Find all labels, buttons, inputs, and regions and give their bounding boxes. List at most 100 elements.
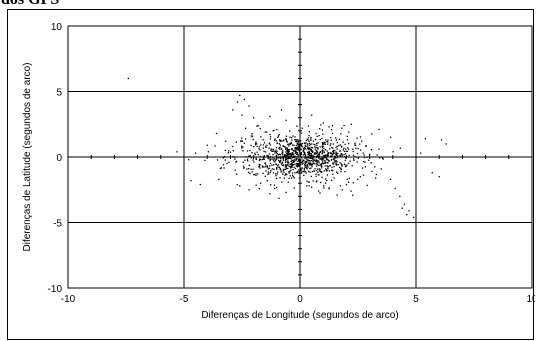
data-point [281,164,284,167]
data-point [229,151,232,153]
data-point [251,133,253,135]
data-point [243,98,246,101]
data-point [247,168,250,170]
data-point [240,140,242,142]
data-point [284,146,286,148]
data-point [285,152,288,155]
data-point [263,155,265,157]
data-point [364,145,367,147]
data-point [249,172,251,175]
data-point [307,139,309,141]
data-point [345,165,347,167]
data-point [335,153,337,156]
data-point [277,135,279,137]
x-tick-label: 5 [413,294,419,305]
data-point [235,160,238,163]
data-point [305,148,307,150]
data-point [346,178,348,180]
data-point [248,164,250,166]
data-point [327,166,329,168]
data-point [321,145,323,147]
data-point [331,156,333,158]
data-point [293,159,295,161]
data-point [285,165,288,168]
data-point [328,170,330,172]
data-point [323,162,325,165]
data-point [269,144,272,146]
data-point [223,167,225,169]
data-point [267,168,269,170]
data-point [325,156,327,159]
data-point [316,163,318,165]
data-point [282,169,285,172]
data-point [243,167,245,169]
data-point [269,160,271,162]
data-point [301,163,304,165]
data-point [316,154,319,156]
data-point [308,160,311,162]
data-point [399,147,402,149]
data-point [382,158,384,160]
data-point [380,168,382,170]
data-point [267,171,269,173]
data-point [266,154,268,157]
data-point [287,156,290,158]
data-point [378,128,380,131]
data-point [224,149,226,152]
data-point [296,152,299,154]
data-point [306,156,308,159]
data-point [296,153,298,155]
data-point [300,169,302,171]
data-point [302,162,304,164]
data-point [302,148,305,150]
data-point [251,151,253,154]
data-point [287,167,289,170]
data-point [354,142,356,144]
data-point [312,157,314,159]
data-point [280,139,282,142]
data-point [300,132,303,134]
data-point [340,168,343,171]
data-point [365,145,367,147]
data-point [348,131,350,133]
data-point [274,138,276,140]
data-point [262,147,264,149]
data-point [273,129,275,132]
data-point [298,145,300,147]
data-point [288,145,290,147]
data-point [280,109,283,111]
data-point [259,149,261,151]
data-point [331,125,334,127]
data-point [290,153,293,156]
data-point [228,161,230,163]
data-point [292,161,294,163]
data-point [295,150,297,152]
data-point [295,151,297,153]
data-point [214,145,216,147]
data-point [279,139,281,141]
data-point [286,140,288,142]
data-point [326,155,328,157]
data-point [283,155,285,157]
data-point [278,166,281,168]
data-point [288,150,290,152]
data-point [255,173,257,175]
data-point [316,151,318,153]
data-point [326,162,328,164]
data-point [255,158,257,161]
data-point [321,157,323,160]
data-point [274,161,276,163]
data-point [283,139,285,141]
data-point [311,157,313,159]
data-point [281,140,283,142]
data-point [320,158,322,160]
data-point [269,193,271,195]
data-point [265,170,267,172]
data-point [344,171,346,173]
data-point [269,133,271,136]
data-point [262,139,264,141]
y-tick-labels: 10 5 0 -5 -10 [48,22,63,295]
data-point [305,158,308,160]
data-point [281,162,283,164]
data-point [289,170,291,172]
